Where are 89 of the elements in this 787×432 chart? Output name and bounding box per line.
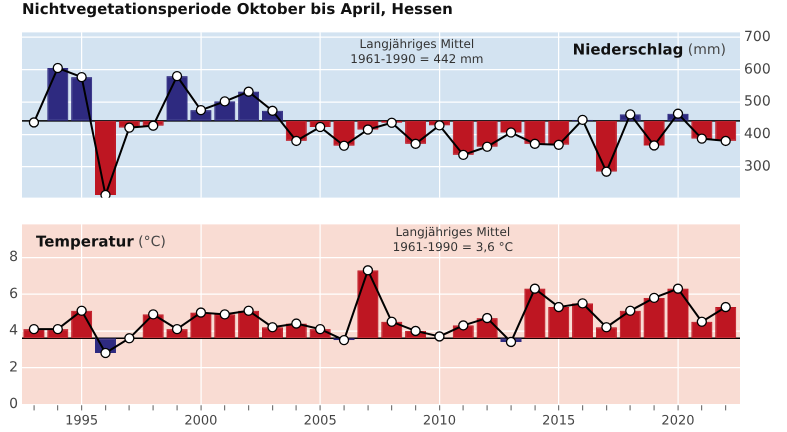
point: [482, 312, 492, 324]
point: [720, 302, 731, 312]
point: [243, 86, 254, 97]
point: [52, 324, 63, 334]
y-tick-label: 500: [744, 94, 771, 110]
point: [672, 284, 684, 294]
bar: [47, 68, 68, 121]
point: [338, 140, 350, 151]
point: [100, 348, 111, 358]
y-tick-label: 0: [9, 396, 18, 412]
point: [530, 284, 540, 294]
point: [696, 316, 707, 327]
point: [291, 318, 302, 329]
point: [482, 142, 492, 152]
point: [434, 120, 445, 131]
point: [362, 265, 374, 276]
point: [672, 108, 684, 119]
point: [720, 136, 731, 146]
y-tick-label: 400: [744, 126, 771, 142]
point: [577, 298, 588, 309]
bar: [548, 307, 570, 338]
y-tick-label: 700: [744, 28, 771, 45]
point: [220, 96, 230, 107]
point: [530, 138, 540, 149]
point: [315, 122, 326, 132]
y-tick-label: 4: [9, 322, 18, 339]
y-axis-title: Temperatur (°C): [36, 232, 166, 250]
point: [386, 118, 397, 128]
point: [148, 120, 158, 131]
y-tick-label: 300: [744, 158, 771, 174]
point: [554, 140, 564, 150]
point: [577, 114, 588, 126]
annotation: Langjähriges Mittel 1961-1990 = 3,6 °C: [392, 225, 513, 254]
point: [386, 316, 397, 327]
x-tick-label: 2015: [542, 414, 576, 429]
point: [506, 336, 516, 348]
point: [243, 306, 254, 316]
point: [434, 331, 445, 342]
point: [506, 127, 516, 138]
point: [172, 324, 182, 334]
point: [458, 150, 468, 160]
point: [196, 104, 206, 116]
point: [172, 70, 182, 82]
x-tick-label: 1995: [65, 414, 98, 429]
chart-title: Nichtvegetationsperiode Oktober bis April, Hessen: [22, 0, 453, 18]
y-tick-label: 8: [9, 249, 18, 266]
bar: [715, 307, 736, 338]
point: [220, 309, 230, 320]
bar: [524, 288, 546, 338]
y-tick-label: 2: [9, 359, 18, 376]
point: [554, 302, 564, 312]
point: [124, 122, 134, 133]
point: [148, 309, 158, 320]
point: [625, 306, 636, 316]
point: [52, 62, 63, 74]
point: [196, 307, 206, 318]
point: [458, 320, 468, 331]
point: [76, 72, 87, 82]
point: [267, 106, 278, 116]
point: [625, 109, 636, 120]
point: [100, 190, 111, 198]
x-tick-label: 2020: [661, 414, 695, 429]
point: [601, 166, 612, 177]
y-tick-label: 6: [9, 286, 18, 302]
bar: [214, 314, 236, 338]
y-axis-title: Niederschlag (mm): [572, 40, 726, 58]
bar: [667, 288, 688, 338]
y-tick-label: 600: [744, 61, 771, 78]
point: [696, 133, 707, 144]
x-tick-label: 2005: [304, 414, 337, 429]
point: [648, 140, 660, 151]
bar: [620, 310, 641, 338]
point: [410, 326, 421, 336]
point: [362, 124, 374, 135]
bar: [572, 303, 594, 338]
point: [28, 324, 40, 334]
point: [648, 292, 660, 304]
point: [76, 306, 87, 316]
bar: [357, 270, 378, 338]
annotation: Langjähriges Mittel 1961-1990 = 442 mm: [350, 37, 484, 66]
point: [28, 117, 40, 128]
point: [338, 334, 350, 346]
point: [124, 333, 134, 344]
bar: [644, 298, 665, 338]
point: [410, 138, 421, 149]
x-tick-label: 2000: [184, 414, 218, 429]
point: [291, 136, 302, 146]
x-tick-label: 2010: [422, 414, 456, 429]
point: [315, 324, 326, 334]
